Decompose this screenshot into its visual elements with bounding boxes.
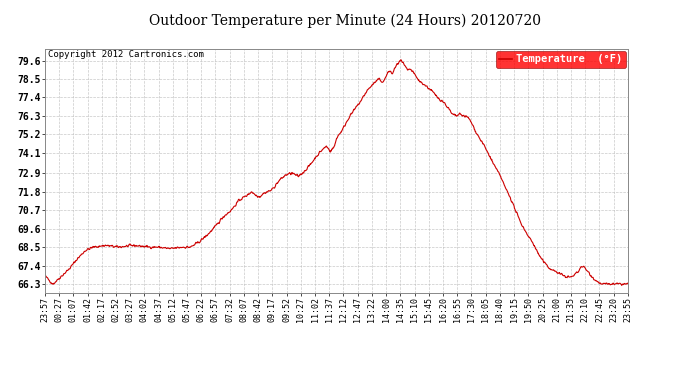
Text: Copyright 2012 Cartronics.com: Copyright 2012 Cartronics.com [48,50,204,59]
Text: Outdoor Temperature per Minute (24 Hours) 20120720: Outdoor Temperature per Minute (24 Hours… [149,13,541,27]
Legend: Temperature  (°F): Temperature (°F) [495,51,626,68]
